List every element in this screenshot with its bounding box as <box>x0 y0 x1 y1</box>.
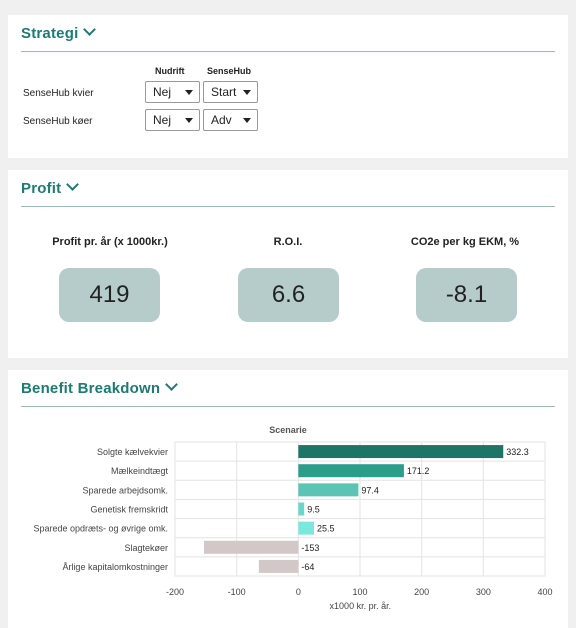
data-label: 25.5 <box>317 524 335 534</box>
data-label: 332.3 <box>506 447 529 457</box>
data-label: 97.4 <box>361 485 379 495</box>
x-tick-label: 300 <box>476 587 491 597</box>
bar <box>203 540 299 554</box>
x-tick-label: 200 <box>414 587 429 597</box>
column-header-sensehub: SenseHub <box>207 66 252 76</box>
kpi-label-profit: Profit pr. år (x 1000kr.) <box>52 236 168 248</box>
data-label: 9.5 <box>307 505 320 515</box>
strategi-title: Strategi <box>21 25 79 42</box>
x-tick-label: -100 <box>228 587 246 597</box>
bar <box>298 445 504 459</box>
dropdown-arrow-icon <box>243 118 251 123</box>
kpi-value-roi: 6.6 <box>238 268 339 322</box>
kpi-value-profit: 419 <box>59 268 160 322</box>
bar <box>298 502 305 516</box>
strategi-toggle[interactable]: Strategi <box>21 23 97 42</box>
select-value: Nej <box>153 85 172 99</box>
category-label: Mælkeindtægt <box>111 466 169 476</box>
select-value: Adv <box>211 113 232 127</box>
data-label: -153 <box>301 543 319 553</box>
bar <box>258 559 299 573</box>
benefit-title: Benefit Breakdown <box>21 380 161 397</box>
x-tick-label: 0 <box>296 587 301 597</box>
select-value: Nej <box>153 113 172 127</box>
kpi-value-co2e: -8.1 <box>416 268 517 322</box>
bar <box>298 464 404 478</box>
kpi-label-roi: R.O.I. <box>273 236 303 248</box>
bar <box>298 483 359 497</box>
x-tick-label: 100 <box>352 587 367 597</box>
dropdown-arrow-icon <box>185 118 193 123</box>
profit-toggle[interactable]: Profit <box>21 178 80 197</box>
chart-title: Scenarie <box>269 425 307 435</box>
chevron-down-icon <box>83 23 97 36</box>
profit-panel: Profit Profit pr. år (x 1000kr.) 419 R.O… <box>8 170 568 358</box>
dropdown-arrow-icon <box>243 90 251 95</box>
x-axis-label: x1000 kr. pr. år. <box>330 601 392 611</box>
category-label: Slagtekøer <box>124 543 168 553</box>
category-label: Genetisk fremskridt <box>90 505 168 515</box>
benefit-chart: -200 -100 0 100 200 300 400 Scenarie x1000 kr. p… <box>33 425 552 611</box>
dropdown-arrow-icon <box>185 90 193 95</box>
strategi-header: Strategi <box>21 15 555 52</box>
column-header-nudrift: Nudrift <box>155 66 185 76</box>
category-label: Sparede opdræts- og øvrige omk. <box>33 524 168 534</box>
benefit-panel: Benefit Breakdown -200 -100 0 100 200 300 400 S… <box>8 370 568 628</box>
row-label-sensehub-kvier: SenseHub kvier <box>23 88 94 99</box>
benefit-toggle[interactable]: Benefit Breakdown <box>21 378 179 397</box>
sensehub-koer-nudrift-select[interactable]: Nej <box>145 109 200 131</box>
bar <box>298 521 315 535</box>
sensehub-kvier-sensehub-select[interactable]: Start <box>203 81 258 103</box>
data-label: 171.2 <box>407 466 430 476</box>
category-label: Årlige kapitalomkostninger <box>62 562 168 572</box>
category-label: Sparede arbejdsomk. <box>82 485 168 495</box>
x-tick-label: 400 <box>537 587 552 597</box>
strategi-panel: Strategi Nudrift SenseHub SenseHub kvier… <box>8 15 568 158</box>
sensehub-koer-sensehub-select[interactable]: Adv <box>203 109 258 131</box>
sensehub-kvier-nudrift-select[interactable]: Nej <box>145 81 200 103</box>
category-label: Solgte kælvekvier <box>97 447 168 457</box>
kpi-label-co2e: CO2e per kg EKM, % <box>410 236 520 248</box>
benefit-header: Benefit Breakdown <box>21 370 555 407</box>
profit-title: Profit <box>21 180 62 197</box>
row-label-sensehub-koer: SenseHub køer <box>23 116 93 127</box>
data-label: -64 <box>301 562 314 572</box>
chevron-down-icon <box>66 178 80 191</box>
profit-header: Profit <box>21 170 555 207</box>
x-tick-label: -200 <box>166 587 184 597</box>
select-value: Start <box>211 85 237 99</box>
